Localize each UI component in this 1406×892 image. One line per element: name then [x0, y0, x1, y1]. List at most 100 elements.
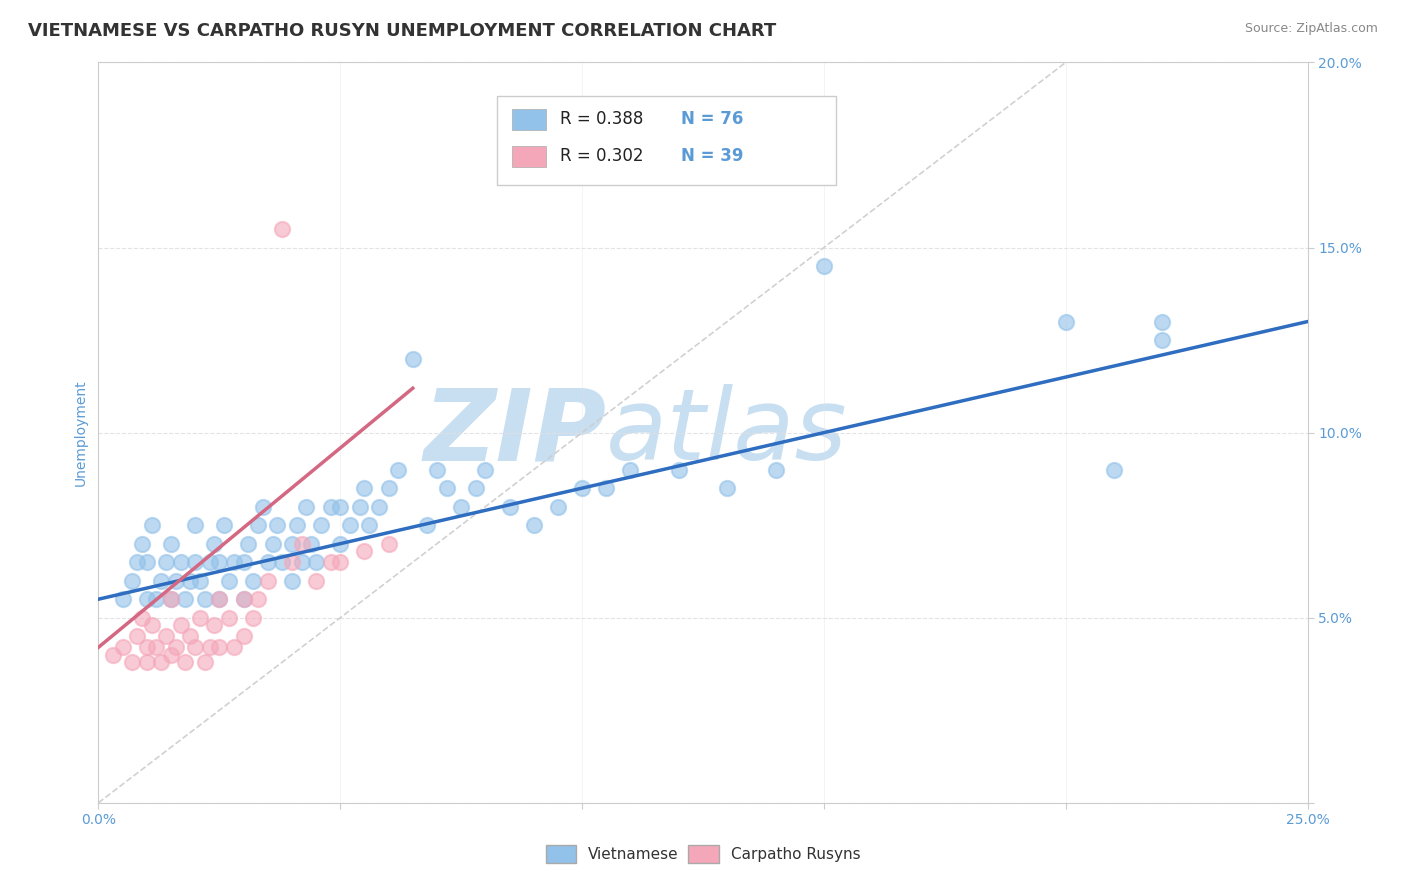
Point — [1102, 462, 1125, 476]
Point — [247, 592, 270, 607]
Bar — [512, 146, 546, 167]
Point — [121, 655, 143, 669]
Point — [145, 640, 167, 655]
Point — [169, 618, 191, 632]
Point — [1152, 314, 1174, 328]
Point — [242, 610, 264, 624]
Point — [121, 574, 143, 588]
Point — [256, 555, 278, 569]
Text: N = 39: N = 39 — [682, 147, 744, 165]
Point — [165, 574, 187, 588]
Point — [353, 481, 375, 495]
Point — [232, 555, 254, 569]
Legend: Vietnamese, Carpatho Rusyns: Vietnamese, Carpatho Rusyns — [540, 839, 866, 869]
Point — [150, 655, 173, 669]
Point — [208, 592, 231, 607]
Text: R = 0.388: R = 0.388 — [561, 111, 644, 128]
Point — [232, 629, 254, 643]
Point — [349, 500, 371, 514]
Point — [474, 462, 496, 476]
Point — [127, 629, 149, 643]
Point — [242, 574, 264, 588]
Point — [765, 462, 787, 476]
Point — [256, 574, 278, 588]
Point — [141, 518, 163, 533]
Point — [232, 592, 254, 607]
Point — [188, 610, 211, 624]
Point — [218, 610, 240, 624]
Point — [281, 555, 304, 569]
Point — [247, 518, 270, 533]
Point — [547, 500, 569, 514]
Point — [1152, 333, 1174, 347]
Point — [174, 592, 197, 607]
Point — [436, 481, 458, 495]
Point — [174, 655, 197, 669]
Point — [450, 500, 472, 514]
Point — [222, 640, 245, 655]
Point — [377, 481, 399, 495]
Point — [111, 592, 134, 607]
Point — [716, 481, 738, 495]
Point — [295, 500, 318, 514]
Point — [329, 536, 352, 550]
Point — [101, 648, 124, 662]
Point — [498, 500, 520, 514]
Point — [204, 536, 226, 550]
Point — [238, 536, 260, 550]
Point — [262, 536, 284, 550]
Point — [160, 592, 183, 607]
Point — [131, 536, 153, 550]
Point — [813, 259, 835, 273]
Point — [184, 518, 207, 533]
Point — [595, 481, 617, 495]
Bar — [498, 95, 837, 185]
Point — [145, 592, 167, 607]
Point — [416, 518, 439, 533]
Point — [281, 536, 304, 550]
Text: Source: ZipAtlas.com: Source: ZipAtlas.com — [1244, 22, 1378, 36]
Point — [232, 592, 254, 607]
Point — [571, 481, 593, 495]
Point — [127, 555, 149, 569]
Point — [353, 544, 375, 558]
Point — [179, 574, 201, 588]
Point — [184, 555, 207, 569]
Point — [155, 555, 177, 569]
Point — [198, 640, 221, 655]
Text: ZIP: ZIP — [423, 384, 606, 481]
Point — [218, 574, 240, 588]
Point — [208, 555, 231, 569]
Point — [160, 648, 183, 662]
Point — [155, 629, 177, 643]
Point — [339, 518, 361, 533]
Point — [290, 555, 312, 569]
Point — [377, 536, 399, 550]
Point — [165, 640, 187, 655]
Point — [188, 574, 211, 588]
Point — [329, 555, 352, 569]
Text: R = 0.302: R = 0.302 — [561, 147, 644, 165]
Point — [668, 462, 690, 476]
Point — [169, 555, 191, 569]
Y-axis label: Unemployment: Unemployment — [73, 379, 87, 486]
Point — [135, 655, 157, 669]
Point — [208, 640, 231, 655]
Point — [135, 592, 157, 607]
Point — [266, 518, 288, 533]
Text: atlas: atlas — [606, 384, 848, 481]
Point — [329, 500, 352, 514]
Point — [281, 574, 304, 588]
Point — [111, 640, 134, 655]
Point — [135, 640, 157, 655]
Point — [252, 500, 274, 514]
Point — [212, 518, 235, 533]
Point — [194, 592, 217, 607]
Point — [141, 618, 163, 632]
Point — [305, 574, 328, 588]
Point — [619, 462, 641, 476]
Point — [290, 536, 312, 550]
Point — [1054, 314, 1077, 328]
Point — [208, 592, 231, 607]
Bar — [512, 109, 546, 130]
